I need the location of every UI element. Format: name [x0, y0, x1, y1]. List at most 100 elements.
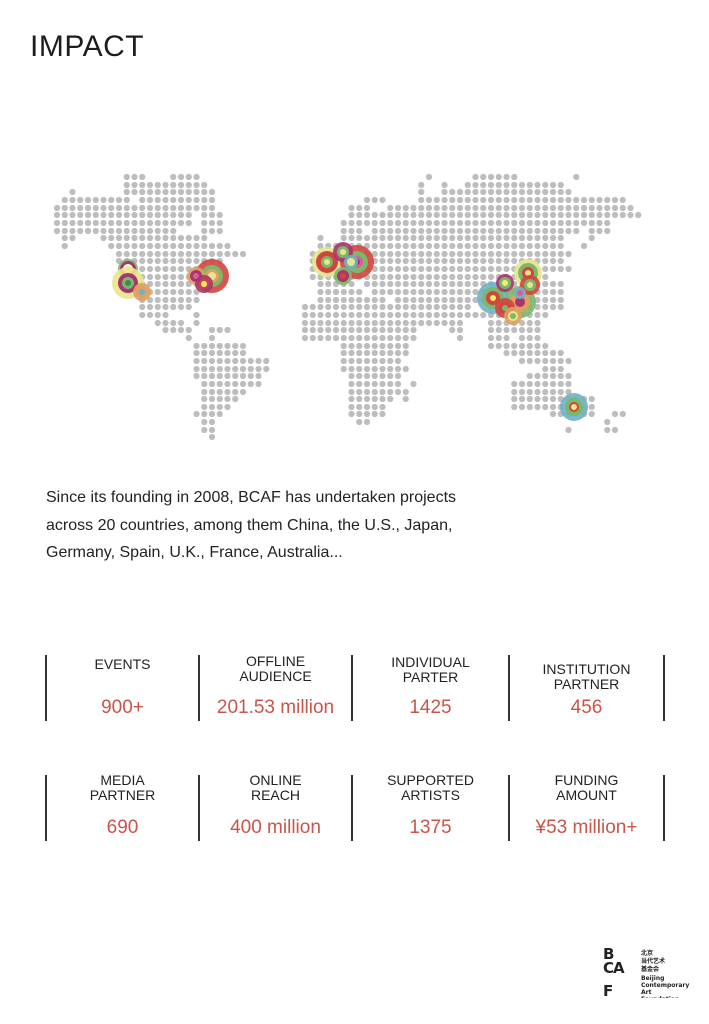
map-dot [216, 326, 223, 334]
map-dot [363, 196, 371, 204]
map-dot [394, 372, 402, 380]
map-dot [441, 242, 448, 250]
map-dot [534, 380, 541, 388]
map-dot [193, 349, 200, 357]
map-dot [441, 319, 448, 327]
map-dot [441, 265, 448, 273]
map-dot [387, 380, 394, 388]
project-location-marker [133, 283, 151, 301]
map-dot [371, 410, 378, 418]
map-dot [146, 257, 154, 265]
map-dot [170, 242, 177, 250]
map-dot [534, 342, 541, 350]
map-dot [472, 234, 479, 242]
map-dot [449, 204, 456, 212]
map-dot [456, 334, 464, 342]
map-dot [534, 403, 541, 411]
map-dot [201, 388, 208, 396]
map-dot [379, 273, 386, 281]
map-dot [511, 388, 518, 396]
map-dot [394, 342, 402, 350]
stat-value: 1425 [409, 697, 452, 718]
stat-label: FUNDING AMOUNT [554, 772, 619, 803]
map-dot [418, 234, 425, 242]
map-dot [317, 288, 324, 296]
map-dot [425, 242, 433, 250]
map-dot [449, 219, 456, 227]
map-dot [449, 227, 456, 235]
map-dot [69, 234, 76, 242]
map-dot [573, 196, 580, 204]
map-dot [596, 219, 603, 227]
map-dot [425, 211, 433, 219]
map-dot [387, 388, 394, 396]
map-dot [115, 219, 123, 227]
map-dot [511, 242, 518, 250]
map-dot [518, 395, 526, 403]
map-dot [162, 326, 169, 334]
map-dot [356, 403, 363, 411]
map-dot [356, 388, 363, 396]
map-dot [232, 395, 239, 403]
map-dot [340, 219, 347, 227]
map-dot [387, 326, 394, 334]
map-dot [84, 219, 92, 227]
map-dot [433, 211, 440, 219]
map-dot [348, 334, 355, 342]
map-dot [332, 288, 340, 296]
map-dot [224, 388, 231, 396]
map-dot [464, 303, 471, 311]
map-dot [526, 234, 533, 242]
map-dot [518, 349, 526, 357]
map-dot [379, 211, 386, 219]
map-dot [449, 211, 456, 219]
map-dot [216, 227, 223, 235]
map-dot [534, 234, 541, 242]
map-dot [348, 296, 355, 304]
map-dot [162, 319, 169, 327]
map-dot [487, 319, 495, 327]
map-dot [108, 219, 115, 227]
map-dot [480, 204, 487, 212]
map-dot [456, 188, 464, 196]
map-dot [170, 296, 177, 304]
map-dot [410, 280, 417, 288]
map-dot [472, 181, 479, 189]
map-dot [410, 296, 417, 304]
map-dot [433, 204, 440, 212]
map-dot [456, 234, 464, 242]
map-dot [340, 234, 347, 242]
map-dot [503, 250, 510, 258]
map-dot [356, 303, 363, 311]
map-dot [526, 211, 533, 219]
map-dot [418, 211, 425, 219]
map-dot [526, 326, 533, 334]
map-dot [418, 181, 425, 189]
map-dot [325, 288, 332, 296]
map-dot [193, 196, 200, 204]
map-dot [526, 188, 533, 196]
map-dot [526, 357, 533, 365]
stat-value: 1375 [409, 817, 452, 838]
map-dot [69, 188, 76, 196]
map-dot [394, 273, 402, 281]
map-dot [387, 273, 394, 281]
map-dot [565, 372, 572, 380]
map-dot [456, 227, 464, 235]
map-dot [449, 257, 456, 265]
map-dot [511, 403, 518, 411]
map-dot [549, 196, 557, 204]
map-dot [379, 311, 386, 319]
map-dot [146, 311, 154, 319]
map-dot [518, 181, 526, 189]
map-dot [371, 303, 378, 311]
map-dot [263, 365, 270, 373]
map-dot [193, 296, 200, 304]
map-dot [131, 219, 138, 227]
map-dot [309, 303, 316, 311]
map-dot [387, 242, 394, 250]
map-dot [201, 342, 208, 350]
map-dot [464, 234, 471, 242]
map-dot [511, 234, 518, 242]
map-dot [418, 319, 425, 327]
